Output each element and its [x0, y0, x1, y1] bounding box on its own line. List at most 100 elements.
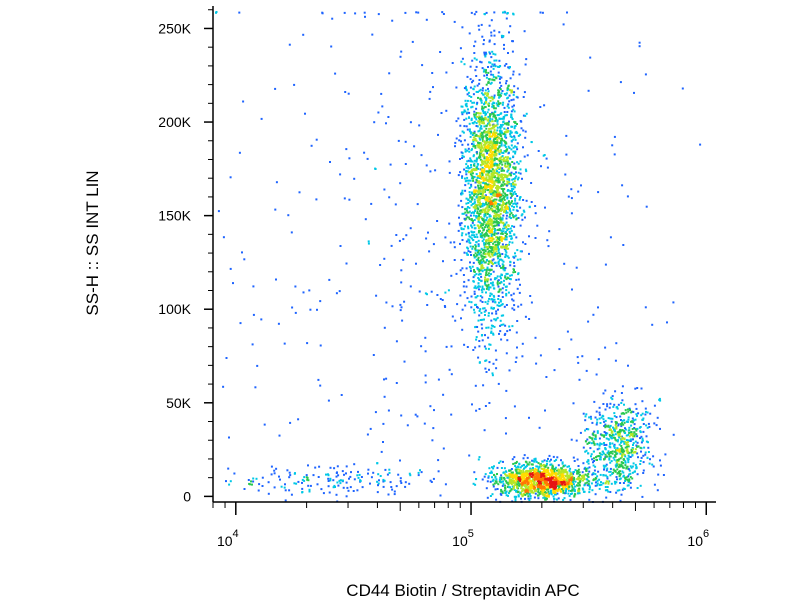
event-point — [515, 331, 518, 334]
event-point — [510, 144, 513, 147]
event-point — [227, 467, 230, 470]
event-point — [298, 191, 301, 194]
event-point — [483, 195, 486, 198]
event-point — [492, 199, 495, 202]
event-point — [491, 251, 494, 254]
event-point — [500, 281, 503, 284]
event-point — [635, 433, 638, 436]
event-point — [503, 139, 506, 142]
event-point — [488, 191, 491, 194]
event-point — [595, 423, 598, 426]
event-point — [472, 168, 475, 171]
event-point — [506, 196, 509, 199]
event-point — [516, 490, 519, 493]
event-point — [484, 207, 487, 210]
event-point — [328, 278, 331, 281]
event-point — [337, 484, 340, 487]
event-point — [532, 460, 535, 463]
event-point — [495, 310, 498, 313]
event-point — [540, 464, 542, 467]
event-point — [450, 274, 453, 277]
event-point — [595, 456, 597, 459]
event-point — [491, 135, 493, 138]
event-point — [606, 475, 609, 478]
event-point — [491, 155, 494, 158]
event-point — [420, 471, 423, 474]
event-point — [540, 487, 543, 490]
event-point — [506, 197, 509, 200]
event-point — [519, 196, 522, 198]
event-point — [475, 273, 478, 276]
event-point — [517, 466, 520, 469]
event-point — [513, 190, 516, 193]
event-point — [492, 106, 495, 109]
event-point — [561, 472, 564, 475]
event-point — [514, 121, 517, 124]
event-point — [591, 473, 594, 476]
event-point — [584, 482, 587, 485]
event-point — [512, 98, 515, 101]
event-point — [505, 432, 507, 435]
event-point — [609, 451, 612, 454]
event-point — [607, 450, 610, 453]
event-point — [424, 381, 427, 384]
event-point — [533, 481, 536, 484]
event-point — [560, 471, 563, 474]
event-point — [515, 469, 518, 471]
event-point — [635, 444, 638, 447]
event-point — [545, 464, 548, 467]
event-point — [496, 252, 499, 255]
event-point — [492, 238, 495, 241]
event-point — [481, 240, 484, 243]
event-point — [493, 248, 496, 251]
event-point — [490, 209, 493, 212]
event-point — [635, 429, 638, 432]
event-point — [474, 245, 477, 248]
event-point — [474, 483, 477, 486]
event-point — [485, 326, 488, 329]
event-point — [481, 131, 483, 134]
event-point — [363, 11, 366, 14]
event-point — [477, 24, 480, 27]
event-point — [488, 61, 491, 64]
event-point — [475, 338, 478, 341]
event-point — [481, 160, 483, 163]
event-point — [482, 140, 485, 143]
event-point — [475, 118, 478, 121]
event-point — [642, 472, 645, 474]
event-point — [490, 196, 493, 199]
event-point — [637, 412, 640, 415]
event-point — [455, 137, 458, 140]
event-point — [597, 470, 600, 473]
event-point — [572, 481, 575, 484]
event-point — [495, 124, 498, 127]
event-point — [552, 481, 555, 484]
event-point — [512, 268, 515, 271]
event-point — [469, 261, 471, 264]
event-point — [584, 429, 587, 432]
event-point — [567, 476, 570, 479]
event-point — [635, 466, 638, 469]
event-point — [499, 94, 502, 97]
event-point — [578, 484, 581, 487]
event-point — [518, 291, 521, 294]
event-point — [499, 137, 502, 140]
event-point — [455, 272, 458, 275]
event-point — [519, 478, 522, 481]
event-point — [500, 156, 503, 158]
event-point — [487, 115, 490, 118]
event-point — [463, 251, 466, 254]
event-point — [611, 395, 614, 398]
event-point — [651, 323, 654, 326]
event-point — [512, 216, 515, 218]
event-point — [475, 233, 478, 236]
event-point — [491, 120, 494, 123]
event-point — [465, 214, 468, 217]
event-point — [647, 446, 650, 449]
event-point — [521, 489, 524, 492]
event-point — [511, 190, 513, 192]
event-point — [500, 229, 503, 232]
event-point — [484, 242, 487, 245]
event-point — [486, 248, 489, 251]
event-point — [513, 485, 515, 488]
